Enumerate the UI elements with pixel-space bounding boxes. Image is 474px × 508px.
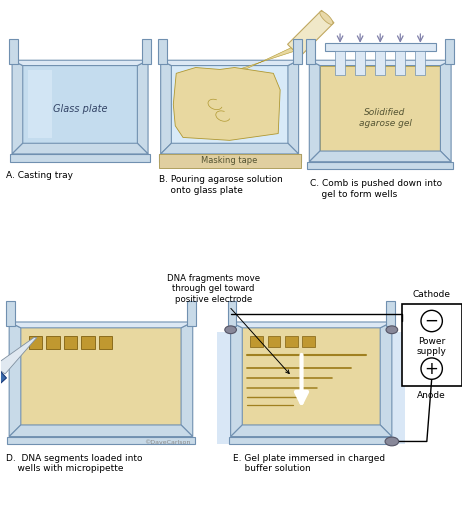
Polygon shape <box>181 322 193 436</box>
Bar <box>81 336 95 349</box>
Polygon shape <box>310 151 451 162</box>
Polygon shape <box>137 60 148 154</box>
Ellipse shape <box>386 326 398 334</box>
Text: Cathode: Cathode <box>413 290 451 299</box>
Polygon shape <box>380 322 392 436</box>
Text: Anode: Anode <box>417 391 446 400</box>
Polygon shape <box>9 322 21 436</box>
Polygon shape <box>231 322 392 328</box>
Polygon shape <box>173 68 280 140</box>
Polygon shape <box>0 362 7 433</box>
Bar <box>46 336 60 349</box>
Text: D.  DNA segments loaded into
    wells with micropipette: D. DNA segments loaded into wells with m… <box>6 454 143 473</box>
Text: −: − <box>425 312 438 330</box>
Polygon shape <box>23 66 137 143</box>
Polygon shape <box>228 301 237 326</box>
Polygon shape <box>142 39 151 64</box>
Polygon shape <box>440 60 451 162</box>
Polygon shape <box>231 322 242 436</box>
Ellipse shape <box>225 326 237 334</box>
Text: E. Gel plate immersed in charged
    buffer solution: E. Gel plate immersed in charged buffer … <box>233 454 385 473</box>
Text: B. Pouring agarose solution
    onto glass plate: B. Pouring agarose solution onto glass p… <box>159 175 283 195</box>
Polygon shape <box>158 39 166 64</box>
Polygon shape <box>356 50 365 75</box>
Polygon shape <box>445 39 454 64</box>
Polygon shape <box>386 301 395 326</box>
FancyBboxPatch shape <box>401 304 462 386</box>
Polygon shape <box>242 328 380 425</box>
Polygon shape <box>12 60 148 66</box>
Polygon shape <box>231 425 392 436</box>
Text: Glass plate: Glass plate <box>53 104 107 114</box>
Polygon shape <box>288 60 299 154</box>
Polygon shape <box>9 322 193 328</box>
Polygon shape <box>416 50 425 75</box>
Circle shape <box>421 310 442 332</box>
Polygon shape <box>288 10 334 57</box>
Bar <box>99 336 112 349</box>
Polygon shape <box>375 50 385 75</box>
FancyBboxPatch shape <box>325 43 436 50</box>
Polygon shape <box>9 425 193 436</box>
Polygon shape <box>242 328 380 425</box>
Bar <box>250 336 263 347</box>
Polygon shape <box>12 60 23 154</box>
Polygon shape <box>159 154 301 168</box>
Polygon shape <box>0 337 37 374</box>
Polygon shape <box>9 39 18 64</box>
Polygon shape <box>310 60 451 66</box>
Bar <box>285 336 298 347</box>
Polygon shape <box>21 328 181 425</box>
Polygon shape <box>320 66 440 151</box>
Polygon shape <box>172 66 288 143</box>
Polygon shape <box>320 66 440 151</box>
Polygon shape <box>395 50 405 75</box>
Polygon shape <box>10 154 150 162</box>
Bar <box>267 336 280 347</box>
Polygon shape <box>159 154 301 162</box>
Bar <box>64 336 77 349</box>
Polygon shape <box>335 50 345 75</box>
Bar <box>302 336 315 347</box>
Polygon shape <box>12 143 148 154</box>
Polygon shape <box>21 328 181 425</box>
Circle shape <box>421 358 442 379</box>
Polygon shape <box>6 301 15 326</box>
Polygon shape <box>161 143 299 154</box>
Ellipse shape <box>385 437 399 446</box>
Text: Masking tape: Masking tape <box>201 156 258 165</box>
Text: Solidified
agarose gel: Solidified agarose gel <box>359 108 411 128</box>
Bar <box>28 336 42 349</box>
Text: +: + <box>425 360 438 377</box>
Polygon shape <box>27 71 52 138</box>
Polygon shape <box>187 301 196 326</box>
Polygon shape <box>7 436 195 444</box>
Polygon shape <box>320 11 333 24</box>
Polygon shape <box>241 48 294 69</box>
Text: C. Comb is pushed down into
    gel to form wells: C. Comb is pushed down into gel to form … <box>310 179 442 199</box>
Text: ©DaveCarlson: ©DaveCarlson <box>145 439 191 444</box>
Polygon shape <box>217 332 405 444</box>
Polygon shape <box>306 39 315 64</box>
Polygon shape <box>310 60 320 162</box>
Text: DNA fragments move
through gel toward
positive electrode: DNA fragments move through gel toward po… <box>166 274 289 373</box>
Text: A. Casting tray: A. Casting tray <box>6 171 73 180</box>
Polygon shape <box>161 60 172 154</box>
Polygon shape <box>307 162 453 170</box>
Polygon shape <box>293 39 301 64</box>
Text: Power
supply: Power supply <box>417 337 447 357</box>
Polygon shape <box>23 66 137 143</box>
Polygon shape <box>228 436 394 444</box>
Polygon shape <box>161 60 299 66</box>
